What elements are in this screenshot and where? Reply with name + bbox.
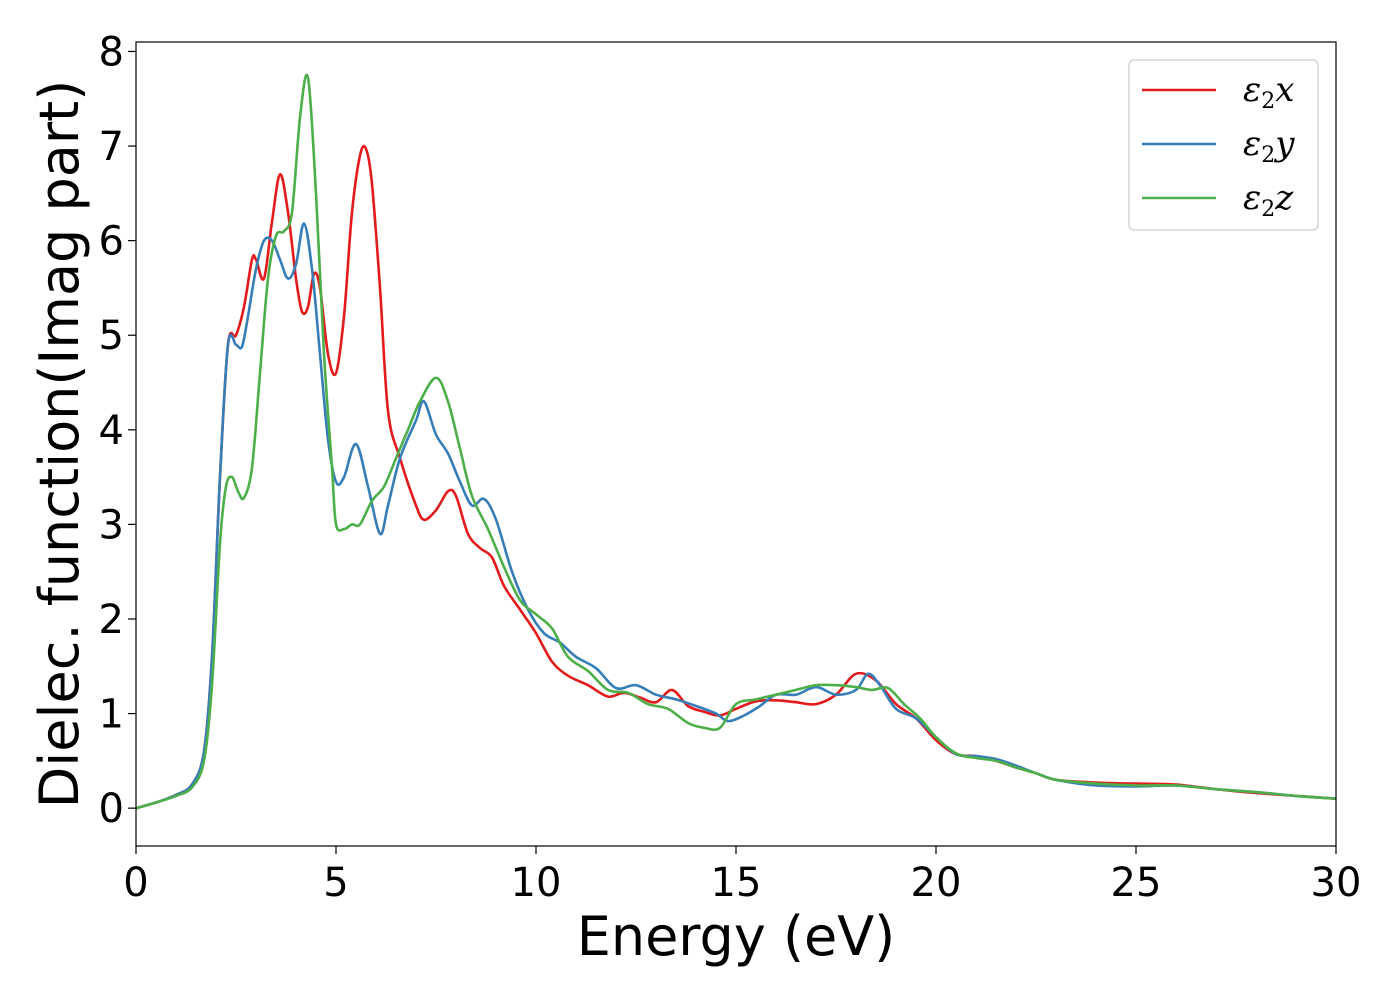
x-axis-title: Energy (eV) bbox=[577, 905, 896, 968]
x-tick-label: 15 bbox=[711, 860, 762, 906]
series-line-z bbox=[136, 73, 1336, 810]
x-tick-label: 20 bbox=[911, 860, 962, 906]
y-tick-label: 8 bbox=[99, 29, 124, 75]
legend-label-x: ε2x bbox=[1243, 70, 1294, 114]
y-tick-label: 4 bbox=[99, 408, 124, 454]
x-tick-label: 25 bbox=[1111, 860, 1162, 906]
series-line-y bbox=[136, 222, 1336, 810]
y-tick-label: 6 bbox=[99, 219, 124, 265]
x-tick-label: 5 bbox=[323, 860, 348, 906]
series-line-x bbox=[136, 144, 1336, 810]
legend-label-z: ε2z bbox=[1243, 178, 1294, 222]
y-tick-label: 2 bbox=[99, 597, 124, 643]
x-tick-label: 0 bbox=[123, 860, 148, 906]
legend: ε2x ε2y ε2z bbox=[1128, 59, 1319, 231]
y-tick-label: 3 bbox=[99, 502, 124, 548]
x-tick-label: 10 bbox=[511, 860, 562, 906]
y-tick-label: 7 bbox=[99, 124, 124, 170]
y-tick-label: 0 bbox=[99, 786, 124, 832]
legend-label-y: ε2y bbox=[1243, 124, 1295, 168]
y-axis: 0 1 2 3 4 5 6 7 8 bbox=[99, 29, 136, 832]
y-tick-label: 1 bbox=[99, 692, 124, 738]
legend-box bbox=[1128, 59, 1319, 231]
x-tick-label: 30 bbox=[1311, 860, 1362, 906]
y-axis-title: Dielec. function(Imag part) bbox=[28, 80, 91, 809]
x-axis: 0 5 10 15 20 25 30 bbox=[123, 846, 1361, 906]
y-tick-label: 5 bbox=[99, 313, 124, 359]
series-layer bbox=[136, 73, 1336, 810]
